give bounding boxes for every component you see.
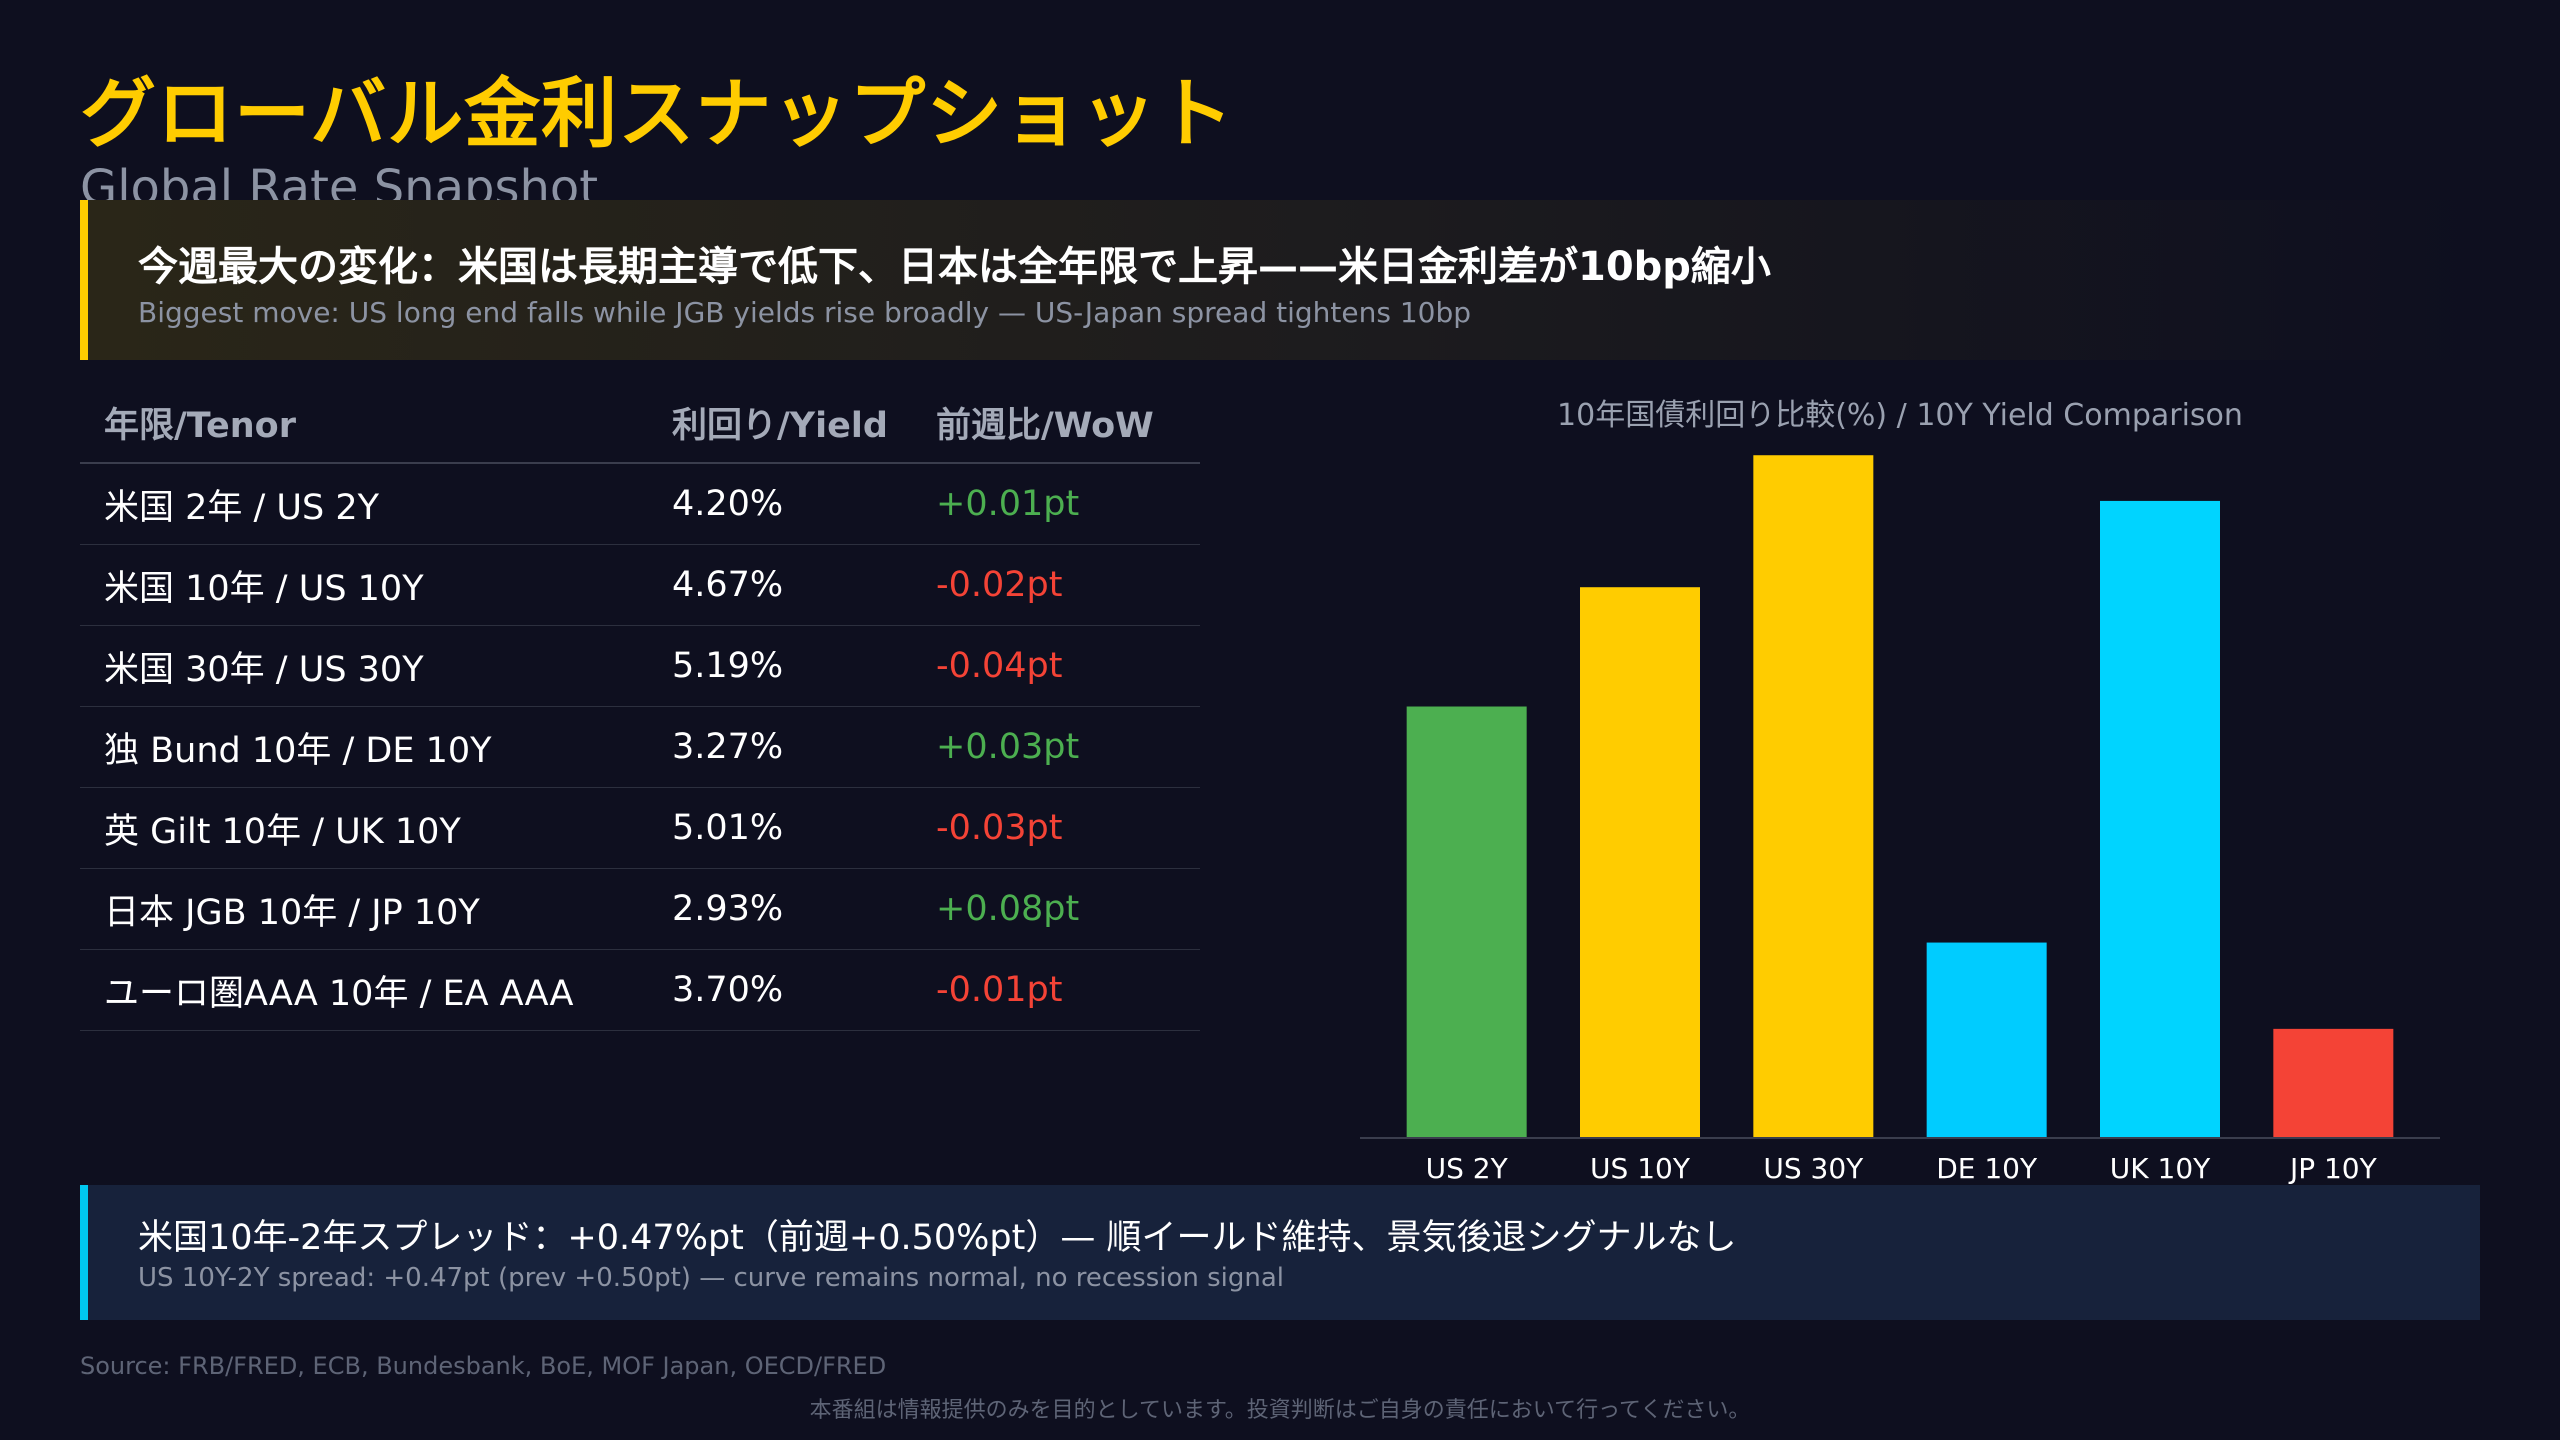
yield-cell: 3.27% <box>644 706 912 788</box>
yield-cell: 2.93% <box>644 868 912 950</box>
yield-cell: 3.70% <box>644 949 912 1031</box>
table-row: 米国 2年 / US 2Y 4.20% +0.01pt <box>80 463 1200 545</box>
yield-cell: 4.67% <box>644 544 912 626</box>
bar-us-30y <box>1753 455 1874 1138</box>
bar-us-2y <box>1406 706 1527 1138</box>
yield-cell: 5.01% <box>644 787 912 869</box>
bar-jp-10y <box>2273 1028 2394 1138</box>
highlight-subline: Biggest move: US long end falls while JG… <box>138 296 1472 329</box>
source-note: Source: FRB/FRED, ECB, Bundesbank, BoE, … <box>80 1352 887 1380</box>
tenor-cell: ユーロ圏AAA 10年 / EA AAA <box>80 949 644 1031</box>
spread-headline: 米国10年-2年スプレッド：+0.47%pt（前週+0.50%pt）— 順イール… <box>138 1218 1737 1258</box>
table-header-row: 年限/Tenor 利回り/Yield 前週比/WoW <box>80 382 1200 464</box>
tenor-cell: 米国 30年 / US 30Y <box>80 625 644 707</box>
table-row: 英 Gilt 10年 / UK 10Y 5.01% -0.03pt <box>80 787 1200 869</box>
spread-subline: US 10Y-2Y spread: +0.47pt (prev +0.50pt)… <box>138 1263 1285 1293</box>
x-tick-label: US 30Y <box>1763 1152 1864 1185</box>
wow-cell: -0.04pt <box>912 625 1200 707</box>
spread-banner: 米国10年-2年スプレッド：+0.47%pt（前週+0.50%pt）— 順イール… <box>80 1185 2480 1320</box>
wow-cell: +0.03pt <box>912 706 1200 788</box>
table-row: 日本 JGB 10年 / JP 10Y 2.93% +0.08pt <box>80 868 1200 950</box>
x-tick-label: JP 10Y <box>2288 1152 2378 1185</box>
wow-cell: +0.08pt <box>912 868 1200 950</box>
x-tick-label: DE 10Y <box>1936 1152 2038 1185</box>
rates-table: 年限/Tenor 利回り/Yield 前週比/WoW 米国 2年 / US 2Y… <box>80 382 1200 1031</box>
chart-title: 10年国債利回り比較(%) / 10Y Yield Comparison <box>1557 398 2243 433</box>
yield-bar-chart: US 2Y US 10Y US 30Y DE 10Y UK 10Y JP 10Y <box>1360 455 2440 1185</box>
x-tick-label: US 10Y <box>1590 1152 1691 1185</box>
bar-us-10y <box>1580 587 1700 1138</box>
highlight-banner: 今週最大の変化：米国は長期主導で低下、日本は全年限で上昇——米日金利差が10bp… <box>80 200 2480 360</box>
header-yield: 利回り/Yield <box>644 382 912 464</box>
table-row: ユーロ圏AAA 10年 / EA AAA 3.70% -0.01pt <box>80 949 1200 1031</box>
tenor-cell: 米国 10年 / US 10Y <box>80 544 644 626</box>
bar-uk-10y <box>2100 500 2220 1138</box>
tenor-cell: 独 Bund 10年 / DE 10Y <box>80 706 644 788</box>
yield-cell: 5.19% <box>644 625 912 707</box>
table-row: 米国 10年 / US 10Y 4.67% -0.02pt <box>80 544 1200 626</box>
yield-cell: 4.20% <box>644 463 912 545</box>
table-row: 独 Bund 10年 / DE 10Y 3.27% +0.03pt <box>80 706 1200 788</box>
x-tick-label: UK 10Y <box>2110 1152 2211 1185</box>
x-tick-label: US 2Y <box>1426 1152 1509 1185</box>
wow-cell: -0.01pt <box>912 949 1200 1031</box>
bar-de-10y <box>1926 942 2047 1138</box>
header-tenor: 年限/Tenor <box>80 382 644 464</box>
tenor-cell: 日本 JGB 10年 / JP 10Y <box>80 868 644 950</box>
page-title: グローバル金利スナップショット <box>80 69 1235 158</box>
tenor-cell: 英 Gilt 10年 / UK 10Y <box>80 787 644 869</box>
wow-cell: +0.01pt <box>912 463 1200 545</box>
disclaimer: 本番組は情報提供のみを目的としています。投資判断はご自身の責任において行ってくだ… <box>809 1398 1751 1423</box>
wow-cell: -0.03pt <box>912 787 1200 869</box>
table-row: 米国 30年 / US 30Y 5.19% -0.04pt <box>80 625 1200 707</box>
highlight-headline: 今週最大の変化：米国は長期主導で低下、日本は全年限で上昇——米日金利差が10bp… <box>138 244 1771 290</box>
header-wow: 前週比/WoW <box>912 382 1200 464</box>
wow-cell: -0.02pt <box>912 544 1200 626</box>
tenor-cell: 米国 2年 / US 2Y <box>80 463 644 545</box>
